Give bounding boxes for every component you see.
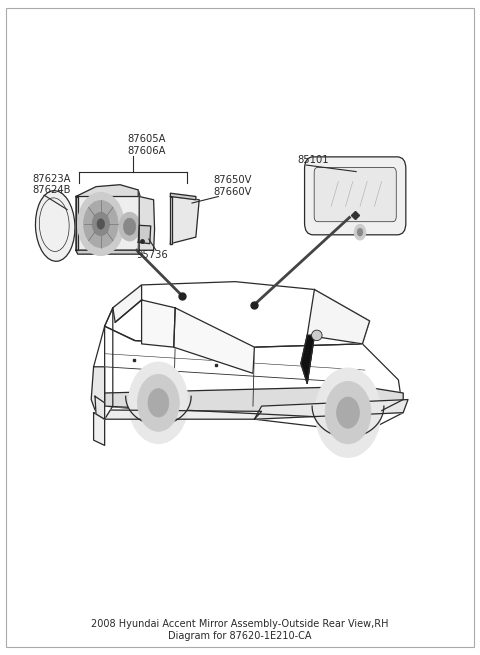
- Text: 87623A
87624B: 87623A 87624B: [33, 174, 71, 195]
- Polygon shape: [105, 282, 370, 347]
- Polygon shape: [105, 326, 403, 432]
- Text: 95736: 95736: [137, 250, 168, 260]
- Circle shape: [97, 219, 105, 229]
- Polygon shape: [91, 367, 105, 410]
- Circle shape: [92, 212, 109, 236]
- Polygon shape: [95, 396, 105, 419]
- Polygon shape: [170, 196, 172, 244]
- Text: 87650V
87660V: 87650V 87660V: [214, 175, 252, 196]
- Polygon shape: [307, 290, 370, 344]
- Ellipse shape: [36, 191, 75, 261]
- Polygon shape: [254, 400, 408, 419]
- Circle shape: [354, 224, 366, 240]
- Polygon shape: [142, 300, 175, 347]
- Polygon shape: [174, 308, 254, 373]
- Circle shape: [325, 381, 371, 444]
- Text: 85101: 85101: [298, 155, 329, 165]
- Polygon shape: [94, 308, 113, 419]
- Polygon shape: [139, 196, 155, 250]
- Polygon shape: [113, 285, 142, 322]
- Circle shape: [148, 388, 169, 417]
- Circle shape: [357, 229, 363, 236]
- Circle shape: [78, 193, 124, 255]
- Circle shape: [84, 200, 118, 248]
- Circle shape: [138, 375, 179, 431]
- Polygon shape: [76, 185, 138, 196]
- Polygon shape: [76, 250, 140, 254]
- Circle shape: [129, 362, 188, 443]
- Polygon shape: [94, 413, 105, 445]
- FancyBboxPatch shape: [314, 168, 396, 221]
- Polygon shape: [76, 196, 78, 250]
- Polygon shape: [76, 190, 140, 250]
- Ellipse shape: [312, 330, 322, 341]
- Circle shape: [123, 218, 136, 235]
- Circle shape: [315, 368, 381, 457]
- Polygon shape: [301, 335, 314, 383]
- Circle shape: [336, 397, 360, 428]
- Polygon shape: [105, 386, 403, 419]
- Polygon shape: [138, 225, 151, 244]
- Polygon shape: [170, 193, 196, 200]
- Polygon shape: [105, 410, 262, 419]
- Polygon shape: [170, 196, 199, 244]
- FancyBboxPatch shape: [304, 157, 406, 235]
- Circle shape: [119, 212, 140, 241]
- Text: 2008 Hyundai Accent Mirror Assembly-Outside Rear View,RH
Diagram for 87620-1E210: 2008 Hyundai Accent Mirror Assembly-Outs…: [91, 619, 389, 641]
- Text: 87605A
87606A: 87605A 87606A: [127, 134, 166, 156]
